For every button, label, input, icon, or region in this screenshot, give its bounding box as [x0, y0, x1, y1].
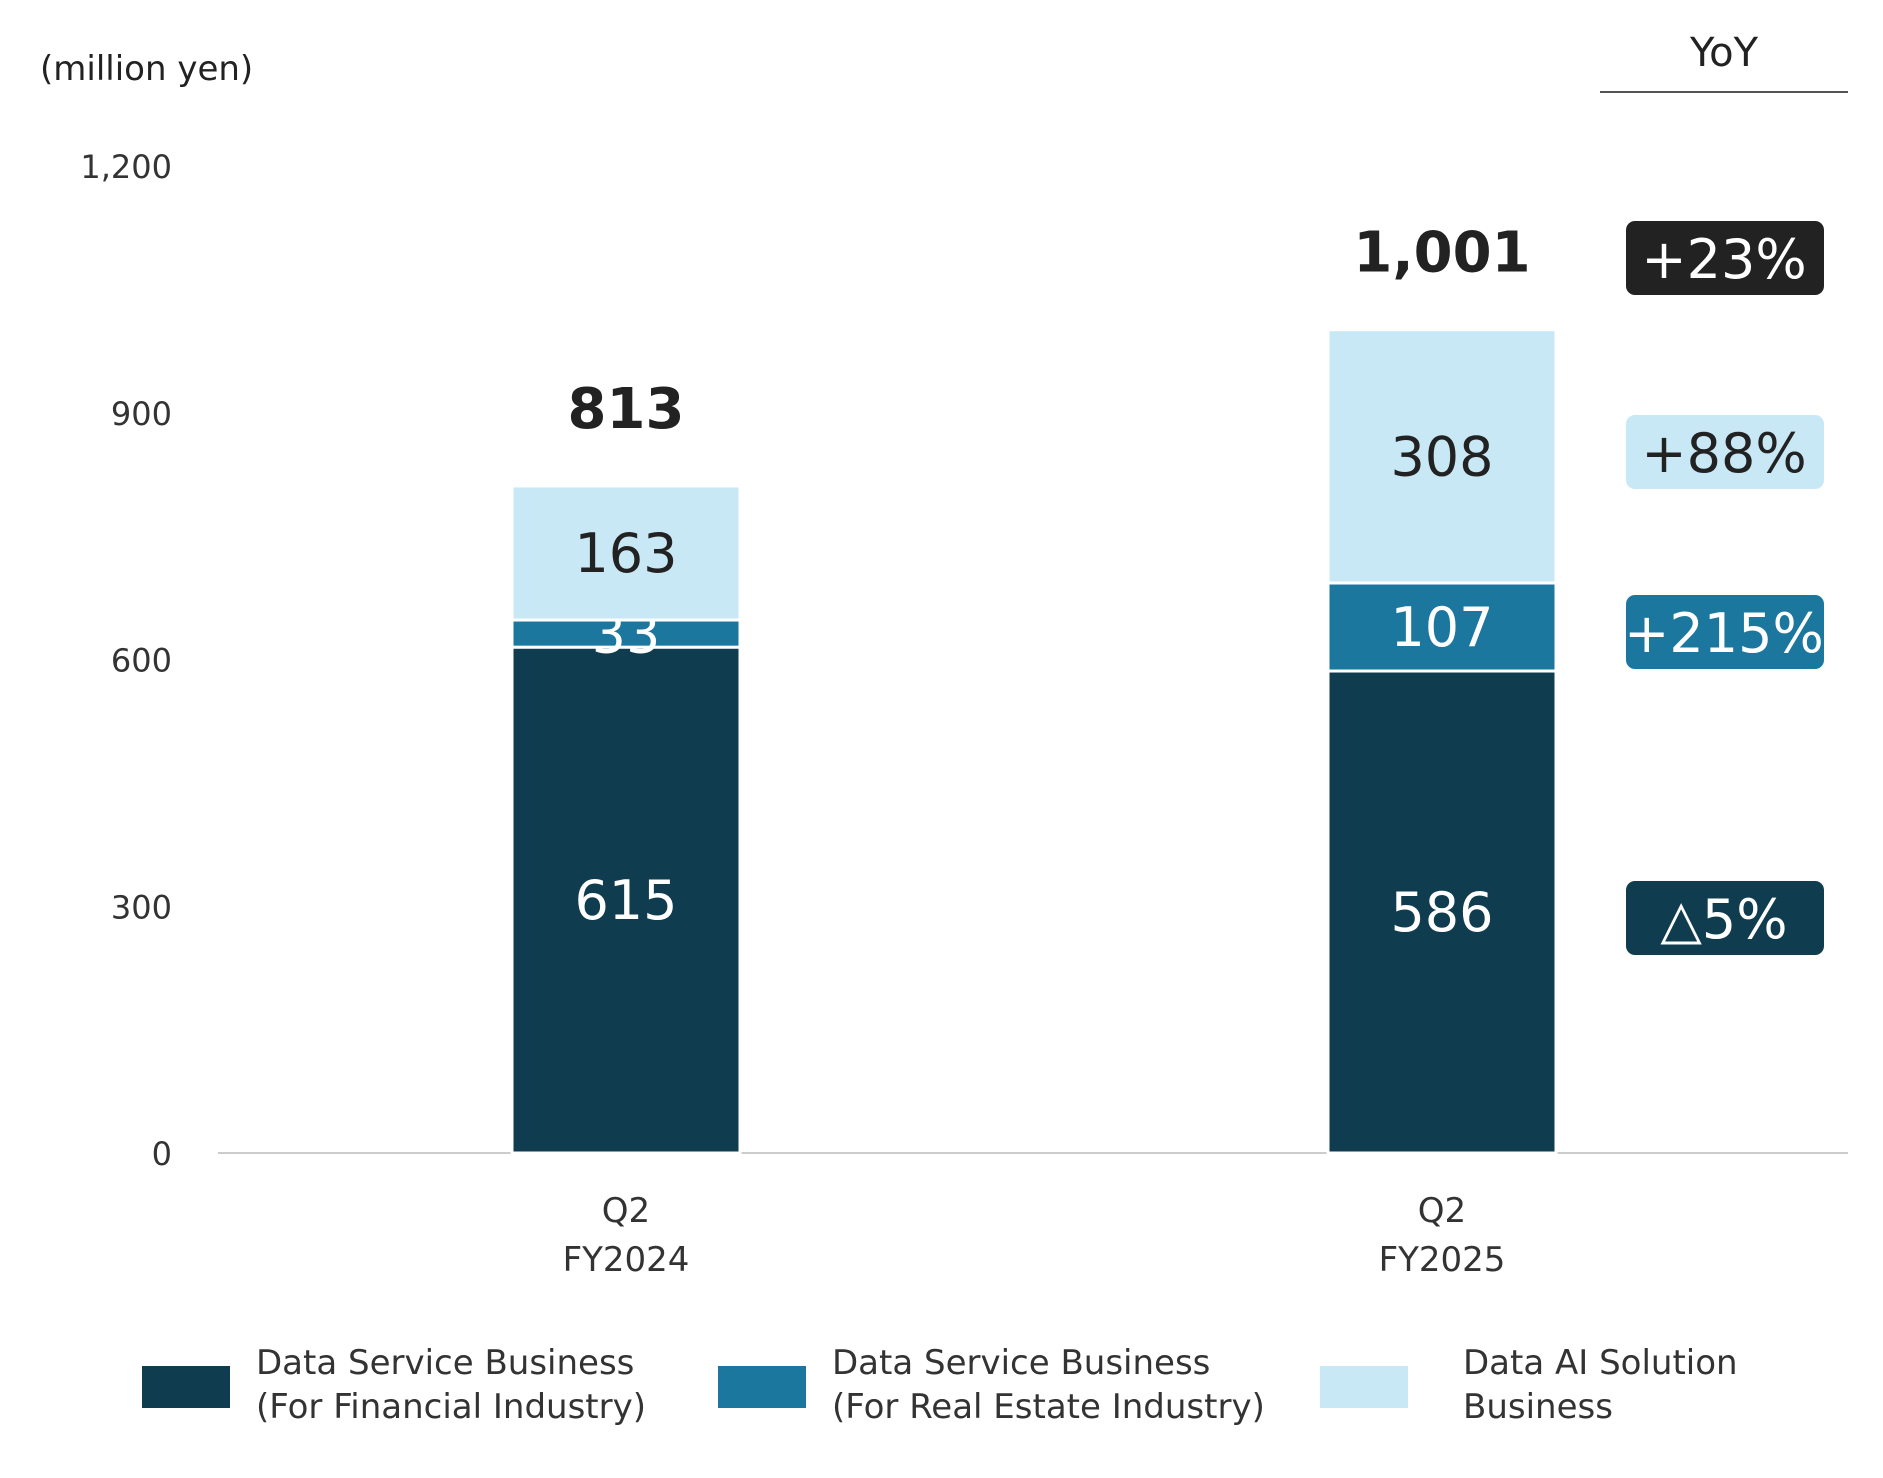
- legend-label: Data Service Business: [256, 1343, 634, 1383]
- legend-label: Data AI Solution: [1463, 1343, 1738, 1383]
- bar-segment: [510, 645, 742, 1155]
- yoy-badge-label: +88%: [1641, 422, 1806, 485]
- yoy-badge-label: △5%: [1660, 888, 1787, 951]
- x-category-label: FY2024: [563, 1240, 690, 1280]
- bar-segment: [1326, 328, 1558, 585]
- bar-value-label: 615: [574, 869, 677, 932]
- yoy-badge-label: +215%: [1624, 602, 1824, 665]
- bar-value-label: 308: [1390, 425, 1493, 488]
- bar-segment: [510, 484, 742, 622]
- y-tick-label: 1,200: [80, 148, 172, 186]
- legend-swatch: [718, 1366, 806, 1408]
- bar-segment: [1326, 669, 1558, 1155]
- yoy-badge: [1626, 415, 1824, 489]
- yoy-badge-label: +23%: [1641, 228, 1806, 291]
- bar-segment: [510, 618, 742, 649]
- x-category-label: Q2: [1418, 1191, 1466, 1231]
- y-tick-label: 900: [111, 395, 172, 433]
- legend-swatch: [142, 1366, 230, 1408]
- bar-segment: [1326, 581, 1558, 673]
- legend-label: Data Service Business: [832, 1343, 1210, 1383]
- yoy-badge: [1626, 881, 1824, 955]
- bar-value-label: 586: [1390, 881, 1493, 944]
- legend-label: (For Financial Industry): [256, 1387, 646, 1427]
- legend-swatch: [1320, 1366, 1408, 1408]
- bar-total-label: 813: [568, 377, 685, 442]
- bar-total-label: 1,001: [1353, 221, 1530, 286]
- y-tick-label: 300: [111, 888, 172, 926]
- unit-label: (million yen): [40, 49, 253, 89]
- bar-value-label: 163: [574, 522, 677, 585]
- x-category-label: FY2025: [1379, 1240, 1506, 1280]
- x-category-label: Q2: [602, 1191, 650, 1231]
- yoy-badge: [1626, 221, 1824, 295]
- yoy-header: YoY: [1689, 30, 1759, 76]
- y-tick-label: 600: [111, 642, 172, 680]
- bar-value-label: 107: [1390, 596, 1493, 659]
- legend-label: Business: [1463, 1387, 1613, 1427]
- legend-label: (For Real Estate Industry): [832, 1387, 1265, 1427]
- yoy-badge: [1626, 595, 1824, 669]
- y-tick-label: 0: [152, 1135, 172, 1173]
